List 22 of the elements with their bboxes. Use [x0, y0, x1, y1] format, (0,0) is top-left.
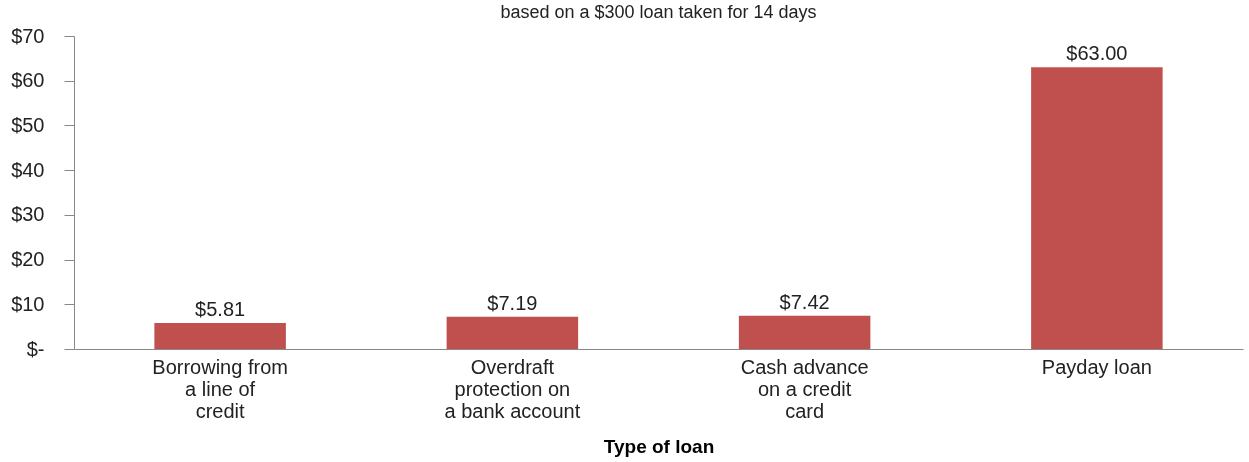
y-tick-label: $30: [11, 203, 45, 226]
data-label: $7.42: [779, 290, 830, 313]
x-tick-label: Borrowing from a line of credit: [152, 355, 288, 422]
y-tick-label: $-: [26, 337, 45, 360]
bar: [738, 315, 871, 349]
y-tick-label: $70: [11, 24, 45, 47]
y-tick-label: $10: [11, 292, 45, 315]
bar: [154, 323, 286, 349]
chart-title: based on a $300 loan taken for 14 days: [500, 2, 817, 22]
x-tick-label: Cash advance on a credit card: [740, 355, 869, 422]
x-tick-label: Payday loan: [1041, 355, 1152, 378]
data-label: $5.81: [195, 298, 246, 321]
x-axis-title: Type of loan: [603, 435, 715, 457]
x-tick-label: Overdraft protection on a bank account: [444, 355, 581, 422]
data-label: $63.00: [1066, 42, 1128, 65]
data-label: $7.19: [487, 291, 538, 314]
bar: [446, 316, 579, 349]
bar: [1031, 67, 1163, 349]
y-tick-label: $50: [11, 113, 45, 136]
y-tick-label: $40: [11, 158, 45, 181]
y-tick-label: $60: [11, 69, 45, 92]
y-tick-label: $20: [11, 248, 45, 271]
